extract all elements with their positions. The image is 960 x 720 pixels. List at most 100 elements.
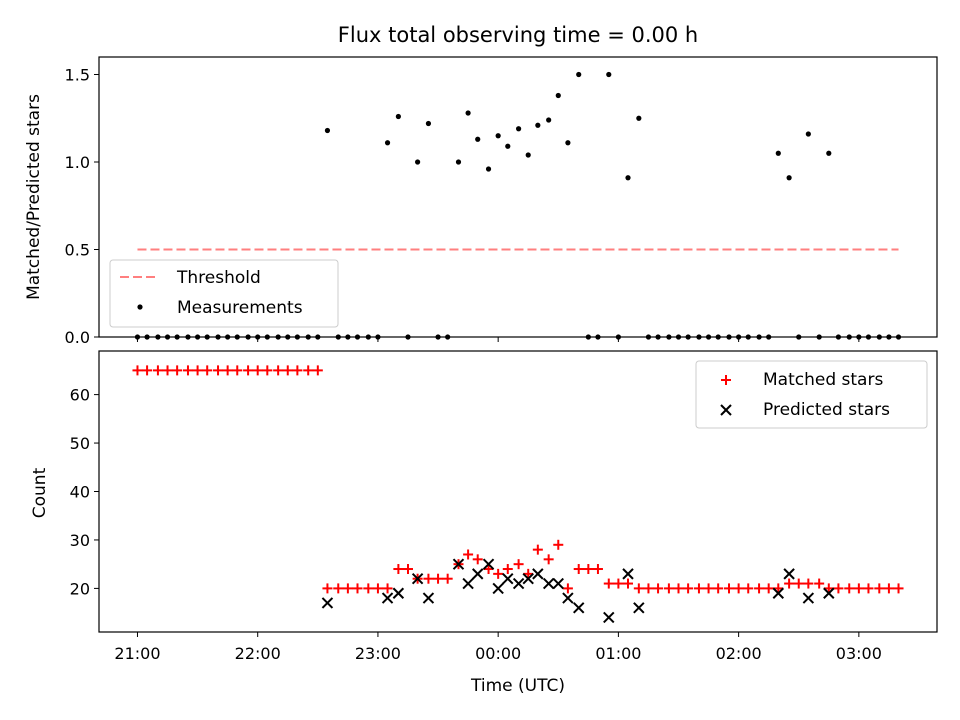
measurement-point: [425, 120, 432, 127]
top-legend-box: [109, 259, 339, 328]
predicted-star-point: [622, 568, 634, 580]
predicted-star-point: [573, 602, 585, 614]
matched-star-point: [172, 365, 183, 376]
matched-star-point: [663, 583, 674, 594]
measurements-legend-swatch: [137, 304, 143, 310]
measurement-point: [455, 159, 462, 165]
predicted-star-point: [512, 577, 525, 590]
bottom-legend-box: [695, 360, 928, 429]
matched-star-point: [352, 583, 363, 594]
matched-star-point: [372, 583, 383, 594]
predicted-star-point: [633, 602, 645, 614]
bottom-x-ticks: 21:00 22:00 23:00 00:00 01:00 02:00 03:00: [114, 632, 882, 663]
matched-star-point: [222, 365, 233, 376]
bottom-y-tick-label: 60: [70, 386, 90, 405]
matched-star-point: [573, 564, 584, 575]
matched-star-point: [292, 365, 303, 376]
predicted-star-point: [783, 568, 795, 580]
matched-star-point: [784, 578, 795, 589]
measurement-point: [775, 150, 781, 156]
matched-star-point: [754, 583, 765, 594]
matched-star-point: [282, 365, 293, 376]
matched-star-point: [243, 365, 254, 376]
matched-star-point: [532, 544, 543, 555]
matched-star-point: [142, 365, 153, 376]
matched-star-point: [814, 578, 825, 589]
predicted-star-point: [562, 592, 574, 604]
top-y-tick-label: 1.5: [65, 66, 90, 85]
matched-star-point: [152, 365, 163, 376]
matched-star-point: [673, 583, 684, 594]
bottom-y-tick-label: 50: [70, 434, 90, 453]
measurement-point: [415, 159, 421, 165]
measurement-point: [384, 140, 391, 146]
matched-star-point: [322, 583, 333, 594]
matched-star-point: [724, 583, 735, 594]
matched-star-point: [513, 559, 524, 570]
matched-star-point: [523, 568, 534, 579]
predicted-star-point: [542, 577, 555, 590]
matched-star-point: [463, 549, 474, 560]
x-tick-label: 23:00: [355, 644, 401, 663]
matched-star-point: [132, 365, 143, 376]
matched-star-point: [483, 564, 494, 575]
predicted-legend-label: Predicted stars: [763, 400, 890, 420]
top-y-axis-label: Matched/Predicted stars: [24, 94, 44, 300]
bottom-y-tick-label: 30: [70, 531, 90, 550]
measurement-point: [805, 131, 811, 137]
predicted-star-point: [321, 597, 334, 609]
matched-star-point: [553, 539, 564, 550]
top-legend: Threshold Measurements: [109, 259, 339, 328]
measurement-point: [625, 175, 631, 181]
predicted-star-point: [552, 577, 564, 590]
measurement-point: [516, 126, 522, 132]
measurement-point: [535, 122, 541, 128]
matched-star-point: [493, 568, 504, 579]
matched-star-point: [713, 583, 724, 594]
matched-star-point: [342, 583, 353, 594]
matched-star-point: [273, 365, 284, 376]
measurement-point: [636, 115, 642, 121]
matched-star-point: [603, 578, 614, 589]
matched-star-point: [252, 365, 263, 376]
matched-star-point: [262, 365, 273, 376]
predicted-star-point: [482, 558, 495, 570]
matched-star-point: [433, 573, 444, 584]
predicted-star-point: [392, 587, 405, 599]
bottom-y-ticks: 20 30 40 50 60: [70, 386, 99, 598]
matched-star-point: [823, 583, 834, 594]
matched-star-point: [312, 365, 323, 376]
predicted-star-point: [603, 611, 615, 624]
matched-star-point: [853, 583, 864, 594]
matched-star-point: [423, 573, 434, 584]
predicted-star-point: [492, 582, 504, 595]
predicted-star-point: [381, 592, 394, 604]
measurements-legend-label: Measurements: [177, 298, 303, 318]
matched-star-point: [232, 365, 243, 376]
top-y-tick-label: 0.5: [65, 241, 90, 260]
predicted-star-point: [502, 572, 514, 585]
top-panel: 0.0 0.5 1.0 1.5 Matched/Predicted stars Thr…: [24, 56, 938, 347]
matched-legend-label: Matched stars: [763, 370, 883, 390]
matched-star-point: [733, 583, 744, 594]
matched-star-point: [803, 578, 814, 589]
predicted-star-point: [422, 592, 435, 604]
measurement-point: [324, 127, 331, 134]
x-tick-label: 00:00: [475, 644, 521, 663]
matched-star-point: [833, 583, 844, 594]
top-y-ticks: 0.0 0.5 1.0 1.5: [65, 66, 99, 347]
matched-star-point: [633, 583, 644, 594]
measurement-point: [395, 113, 401, 120]
bottom-y-tick-label: 40: [70, 483, 90, 502]
measurement-point: [505, 143, 511, 149]
x-tick-label: 02:00: [716, 644, 762, 663]
matched-star-point: [442, 573, 453, 584]
measurement-point: [555, 92, 561, 99]
matched-star-point: [333, 583, 344, 594]
top-plot-frame: [98, 56, 938, 338]
matched-star-point: [202, 365, 213, 376]
measurement-point: [786, 175, 792, 181]
matched-star-point: [653, 583, 664, 594]
bottom-plot-frame: [98, 350, 938, 633]
